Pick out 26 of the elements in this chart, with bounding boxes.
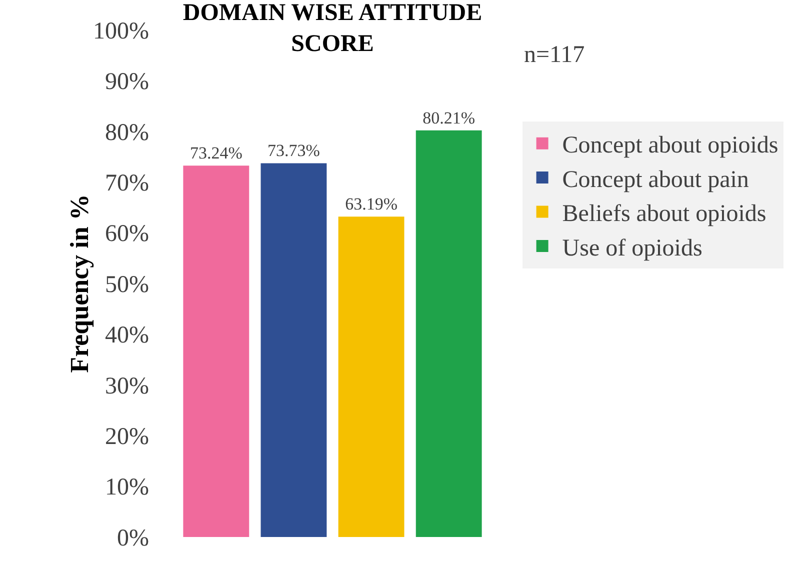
data-label: 80.21% <box>422 108 476 128</box>
data-label: 63.19% <box>345 194 398 214</box>
y-tick-label: 60% <box>105 221 149 248</box>
data-label: 73.24% <box>190 144 242 163</box>
bar <box>416 130 482 537</box>
y-tick-label: 30% <box>105 373 149 400</box>
legend-label: Concept about opioids <box>562 132 778 159</box>
y-tick-label: 20% <box>105 424 149 450</box>
bar <box>338 216 404 537</box>
y-tick-label: 40% <box>105 322 149 349</box>
y-tick-label: 90% <box>105 69 149 96</box>
text: n=117 <box>524 42 585 68</box>
y-tick-label: 50% <box>105 272 149 298</box>
y-tick-label: 100% <box>93 18 149 44</box>
data-label: 73.73% <box>268 141 320 160</box>
y-tick-label: 80% <box>105 120 149 146</box>
bar <box>260 163 327 537</box>
bar <box>183 166 250 537</box>
legend-label: Beliefs about opioids <box>562 201 766 228</box>
chart-title: DOMAIN WISE ATTITUDE SCORE <box>182 0 482 58</box>
legend-label: Concept about pain <box>562 166 749 193</box>
y-tick-label: 0% <box>117 525 149 552</box>
y-axis-title: Frequency in % <box>65 194 94 373</box>
y-tick-label: 10% <box>105 474 149 501</box>
y-tick-label: 70% <box>105 170 149 196</box>
legend-label: Use of opioids <box>562 235 702 262</box>
